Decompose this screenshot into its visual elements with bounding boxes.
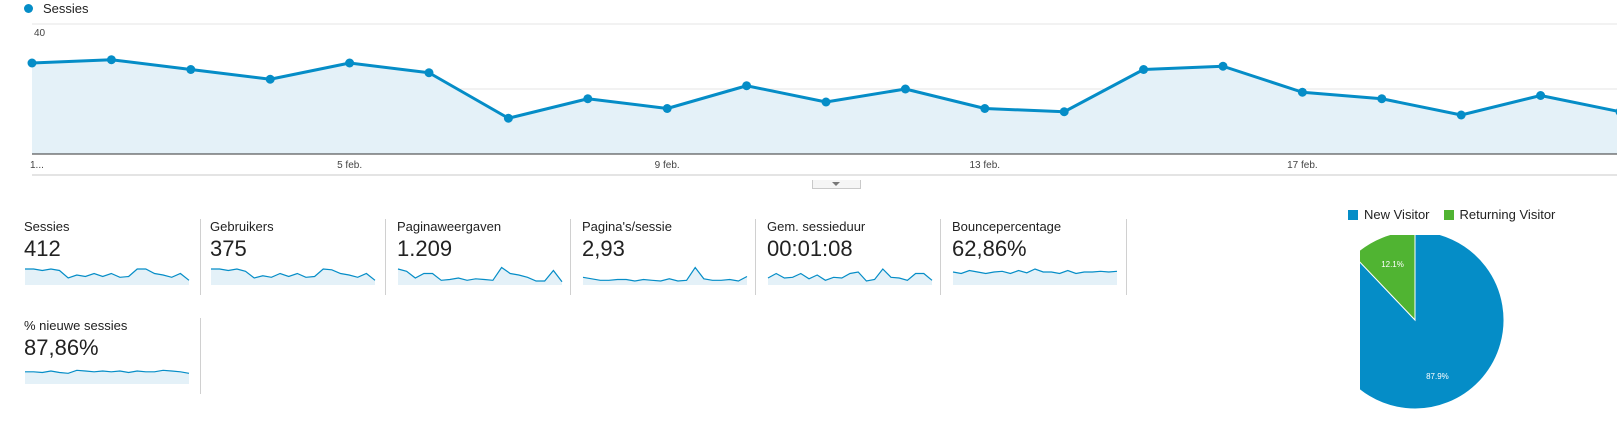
sparkline-area (583, 267, 747, 285)
data-point[interactable] (900, 84, 910, 94)
metric-tile[interactable]: Sessies 412 (24, 219, 204, 297)
data-point[interactable] (1297, 87, 1307, 97)
sparkline-line (952, 268, 1118, 275)
data-point[interactable] (186, 65, 196, 74)
metric-tile[interactable]: Gebruikers 375 (210, 219, 390, 297)
sparkline-area (768, 269, 932, 285)
metric-sparkline (25, 268, 190, 285)
new-visitor-swatch-icon (1348, 209, 1358, 220)
pie-legend-item-new[interactable]: New Visitor (1348, 207, 1430, 222)
metric-label: % nieuwe sessies (24, 318, 128, 333)
metric-label: Gebruikers (210, 219, 274, 234)
legend-label: Sessies (43, 0, 89, 16)
data-point[interactable] (1139, 65, 1149, 74)
metric-sparkline (211, 268, 376, 285)
pie-legend-label: Returning Visitor (1459, 207, 1556, 222)
metric-divider (570, 219, 571, 295)
metric-value: 412 (24, 236, 61, 261)
sparkline-line (211, 268, 376, 281)
pie-slice[interactable] (1360, 235, 1505, 410)
metric-value: 87,86% (24, 335, 99, 360)
y-tick-label: 40 (34, 28, 46, 39)
data-point[interactable] (583, 94, 593, 104)
metric-label: Paginaweergaven (397, 219, 502, 234)
sparkline-area (953, 269, 1117, 285)
data-point[interactable] (345, 58, 355, 68)
metric-divider (200, 318, 201, 394)
metric-value: 1.209 (397, 236, 453, 261)
metric-label: Sessies (24, 219, 70, 234)
data-point[interactable] (265, 74, 275, 84)
pie-slice-label: 12.1% (1381, 260, 1404, 269)
series-area (32, 59, 1617, 154)
pie-slice-label: 87.9% (1426, 372, 1449, 381)
x-tick-label: 1... (30, 160, 44, 171)
metric-tile[interactable]: Paginaweergaven 1.209 (397, 219, 577, 297)
data-point[interactable] (742, 81, 752, 91)
data-point[interactable] (1059, 107, 1069, 117)
series-line (31, 58, 1617, 120)
metric-value: 2,93 (582, 236, 625, 261)
data-point[interactable] (1377, 94, 1387, 104)
data-point[interactable] (424, 68, 434, 78)
metric-label: Pagina's/sessie (582, 219, 672, 234)
returning-visitor-swatch-icon (1443, 209, 1454, 220)
sparkline-line (397, 266, 563, 283)
data-point[interactable] (821, 97, 831, 107)
metric-divider (940, 219, 941, 295)
data-point[interactable] (1536, 91, 1546, 100)
sparkline-line (25, 268, 190, 281)
metric-divider (200, 219, 201, 295)
legend-dot-icon (24, 3, 33, 13)
x-tick-label: 17 feb. (1287, 160, 1318, 171)
metric-value: 00:01:08 (767, 236, 853, 261)
data-point[interactable] (27, 58, 37, 68)
pie-legend: New Visitor Returning Visitor (1348, 207, 1569, 222)
x-tick-label: 5 feb. (337, 160, 362, 171)
metric-tile[interactable]: Pagina's/sessie 2,93 (582, 219, 762, 297)
data-point[interactable] (503, 113, 513, 123)
data-point[interactable] (1456, 110, 1466, 120)
data-point[interactable] (1218, 61, 1228, 71)
metric-value: 375 (210, 236, 247, 261)
metric-value: 62,86% (952, 236, 1027, 261)
metric-sparkline (397, 266, 563, 285)
sessions-line-chart[interactable]: 40201...5 feb.9 feb.13 feb.17 feb. (0, 16, 1617, 186)
x-tick-label: 9 feb. (655, 160, 680, 171)
metric-tile[interactable]: Gem. sessieduur 00:01:08 (767, 219, 947, 297)
pie-slice[interactable] (1360, 235, 1416, 322)
metric-label: Gem. sessieduur (767, 219, 866, 234)
sparkline-area (211, 269, 375, 285)
metric-tile[interactable]: % nieuwe sessies 87,86% (24, 318, 204, 396)
sparkline-area (398, 267, 562, 285)
sparkline-area (25, 269, 189, 285)
sparkline-line (582, 266, 748, 282)
metric-sparkline (25, 369, 190, 384)
sparkline-area (25, 370, 189, 384)
metric-tile[interactable]: Bouncepercentage 62,86% (952, 219, 1132, 297)
metric-divider (1126, 219, 1127, 295)
sparkline-line (767, 268, 933, 282)
metric-divider (385, 219, 386, 295)
data-point[interactable] (980, 104, 990, 113)
visitor-pie-chart[interactable]: 87.9% 12.1% (1360, 235, 1540, 425)
metric-sparkline (582, 266, 748, 285)
metric-sparkline (767, 268, 933, 285)
x-tick-label: 13 feb. (970, 160, 1001, 171)
sparkline-line (25, 369, 190, 374)
pie-legend-label: New Visitor (1364, 207, 1430, 222)
metric-sparkline (952, 268, 1118, 285)
chart-legend[interactable]: Sessies (24, 0, 89, 16)
metric-label: Bouncepercentage (952, 219, 1062, 234)
data-point[interactable] (106, 55, 116, 65)
data-point[interactable] (662, 104, 672, 113)
chart-resize-handle[interactable] (812, 180, 861, 189)
pie-legend-item-returning[interactable]: Returning Visitor (1443, 207, 1556, 222)
metric-divider (755, 219, 756, 295)
